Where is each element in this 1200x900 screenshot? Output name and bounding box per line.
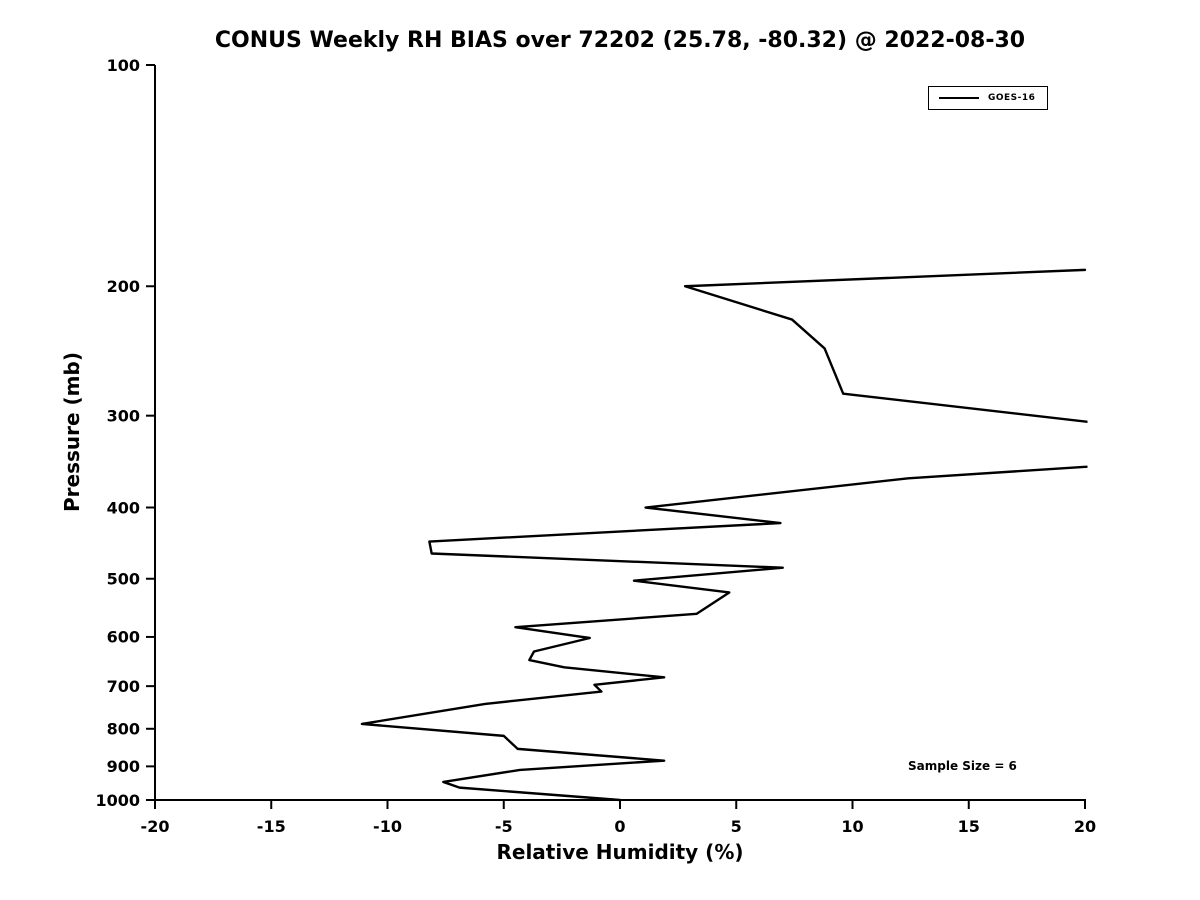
y-axis-label: Pressure (mb) [60, 352, 84, 512]
x-tick-label: -5 [495, 817, 513, 836]
y-tick-label: 600 [107, 628, 140, 647]
x-tick-label: 20 [1074, 817, 1096, 836]
chart-title: CONUS Weekly RH BIAS over 72202 (25.78, … [214, 28, 1026, 53]
x-tick-label: 15 [958, 817, 980, 836]
series-line-goes-16 [360, 268, 1088, 802]
y-tick-label: 300 [107, 406, 140, 425]
y-tick-label: 700 [107, 677, 140, 696]
y-tick-label: 100 [107, 56, 140, 75]
legend: GOES-16 [928, 86, 1049, 110]
x-tick-label: 5 [731, 817, 742, 836]
sample-size-annotation: Sample Size = 6 [908, 759, 1017, 773]
x-tick-label: -15 [257, 817, 286, 836]
legend-line-sample-icon [939, 97, 979, 99]
x-tick-label: 0 [614, 817, 625, 836]
y-tick-label: 400 [107, 498, 140, 517]
legend-label: GOES-16 [988, 93, 1036, 103]
y-tick-label: 200 [107, 277, 140, 296]
y-tick-label: 500 [107, 570, 140, 589]
y-tick-label: 800 [107, 720, 140, 739]
y-tick-label: 1000 [95, 791, 140, 810]
x-axis-label: Relative Humidity (%) [496, 840, 744, 864]
x-tick-label: -20 [141, 817, 170, 836]
x-tick-label: -10 [373, 817, 402, 836]
y-tick-label: 900 [107, 757, 140, 776]
x-tick-label: 10 [841, 817, 863, 836]
